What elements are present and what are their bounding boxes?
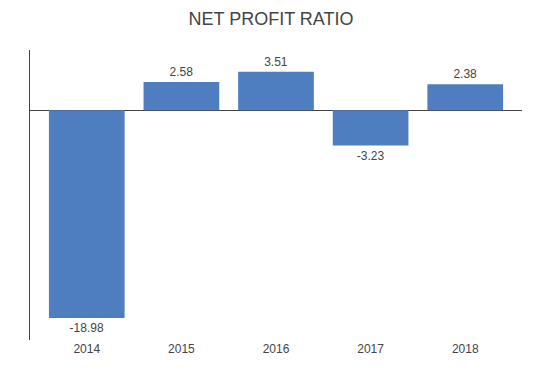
svg-text:2016: 2016: [263, 342, 290, 356]
svg-text:2.38: 2.38: [453, 67, 477, 81]
svg-text:2017: 2017: [357, 342, 384, 356]
svg-text:3.51: 3.51: [264, 55, 288, 69]
svg-text:2.58: 2.58: [170, 65, 194, 79]
svg-text:2018: 2018: [452, 342, 479, 356]
svg-text:2015: 2015: [168, 342, 195, 356]
svg-text:-3.23: -3.23: [357, 149, 385, 163]
svg-text:2014: 2014: [73, 342, 100, 356]
svg-text:NET PROFIT RATIO: NET PROFIT RATIO: [188, 9, 353, 29]
svg-text:-18.98: -18.98: [70, 321, 104, 335]
